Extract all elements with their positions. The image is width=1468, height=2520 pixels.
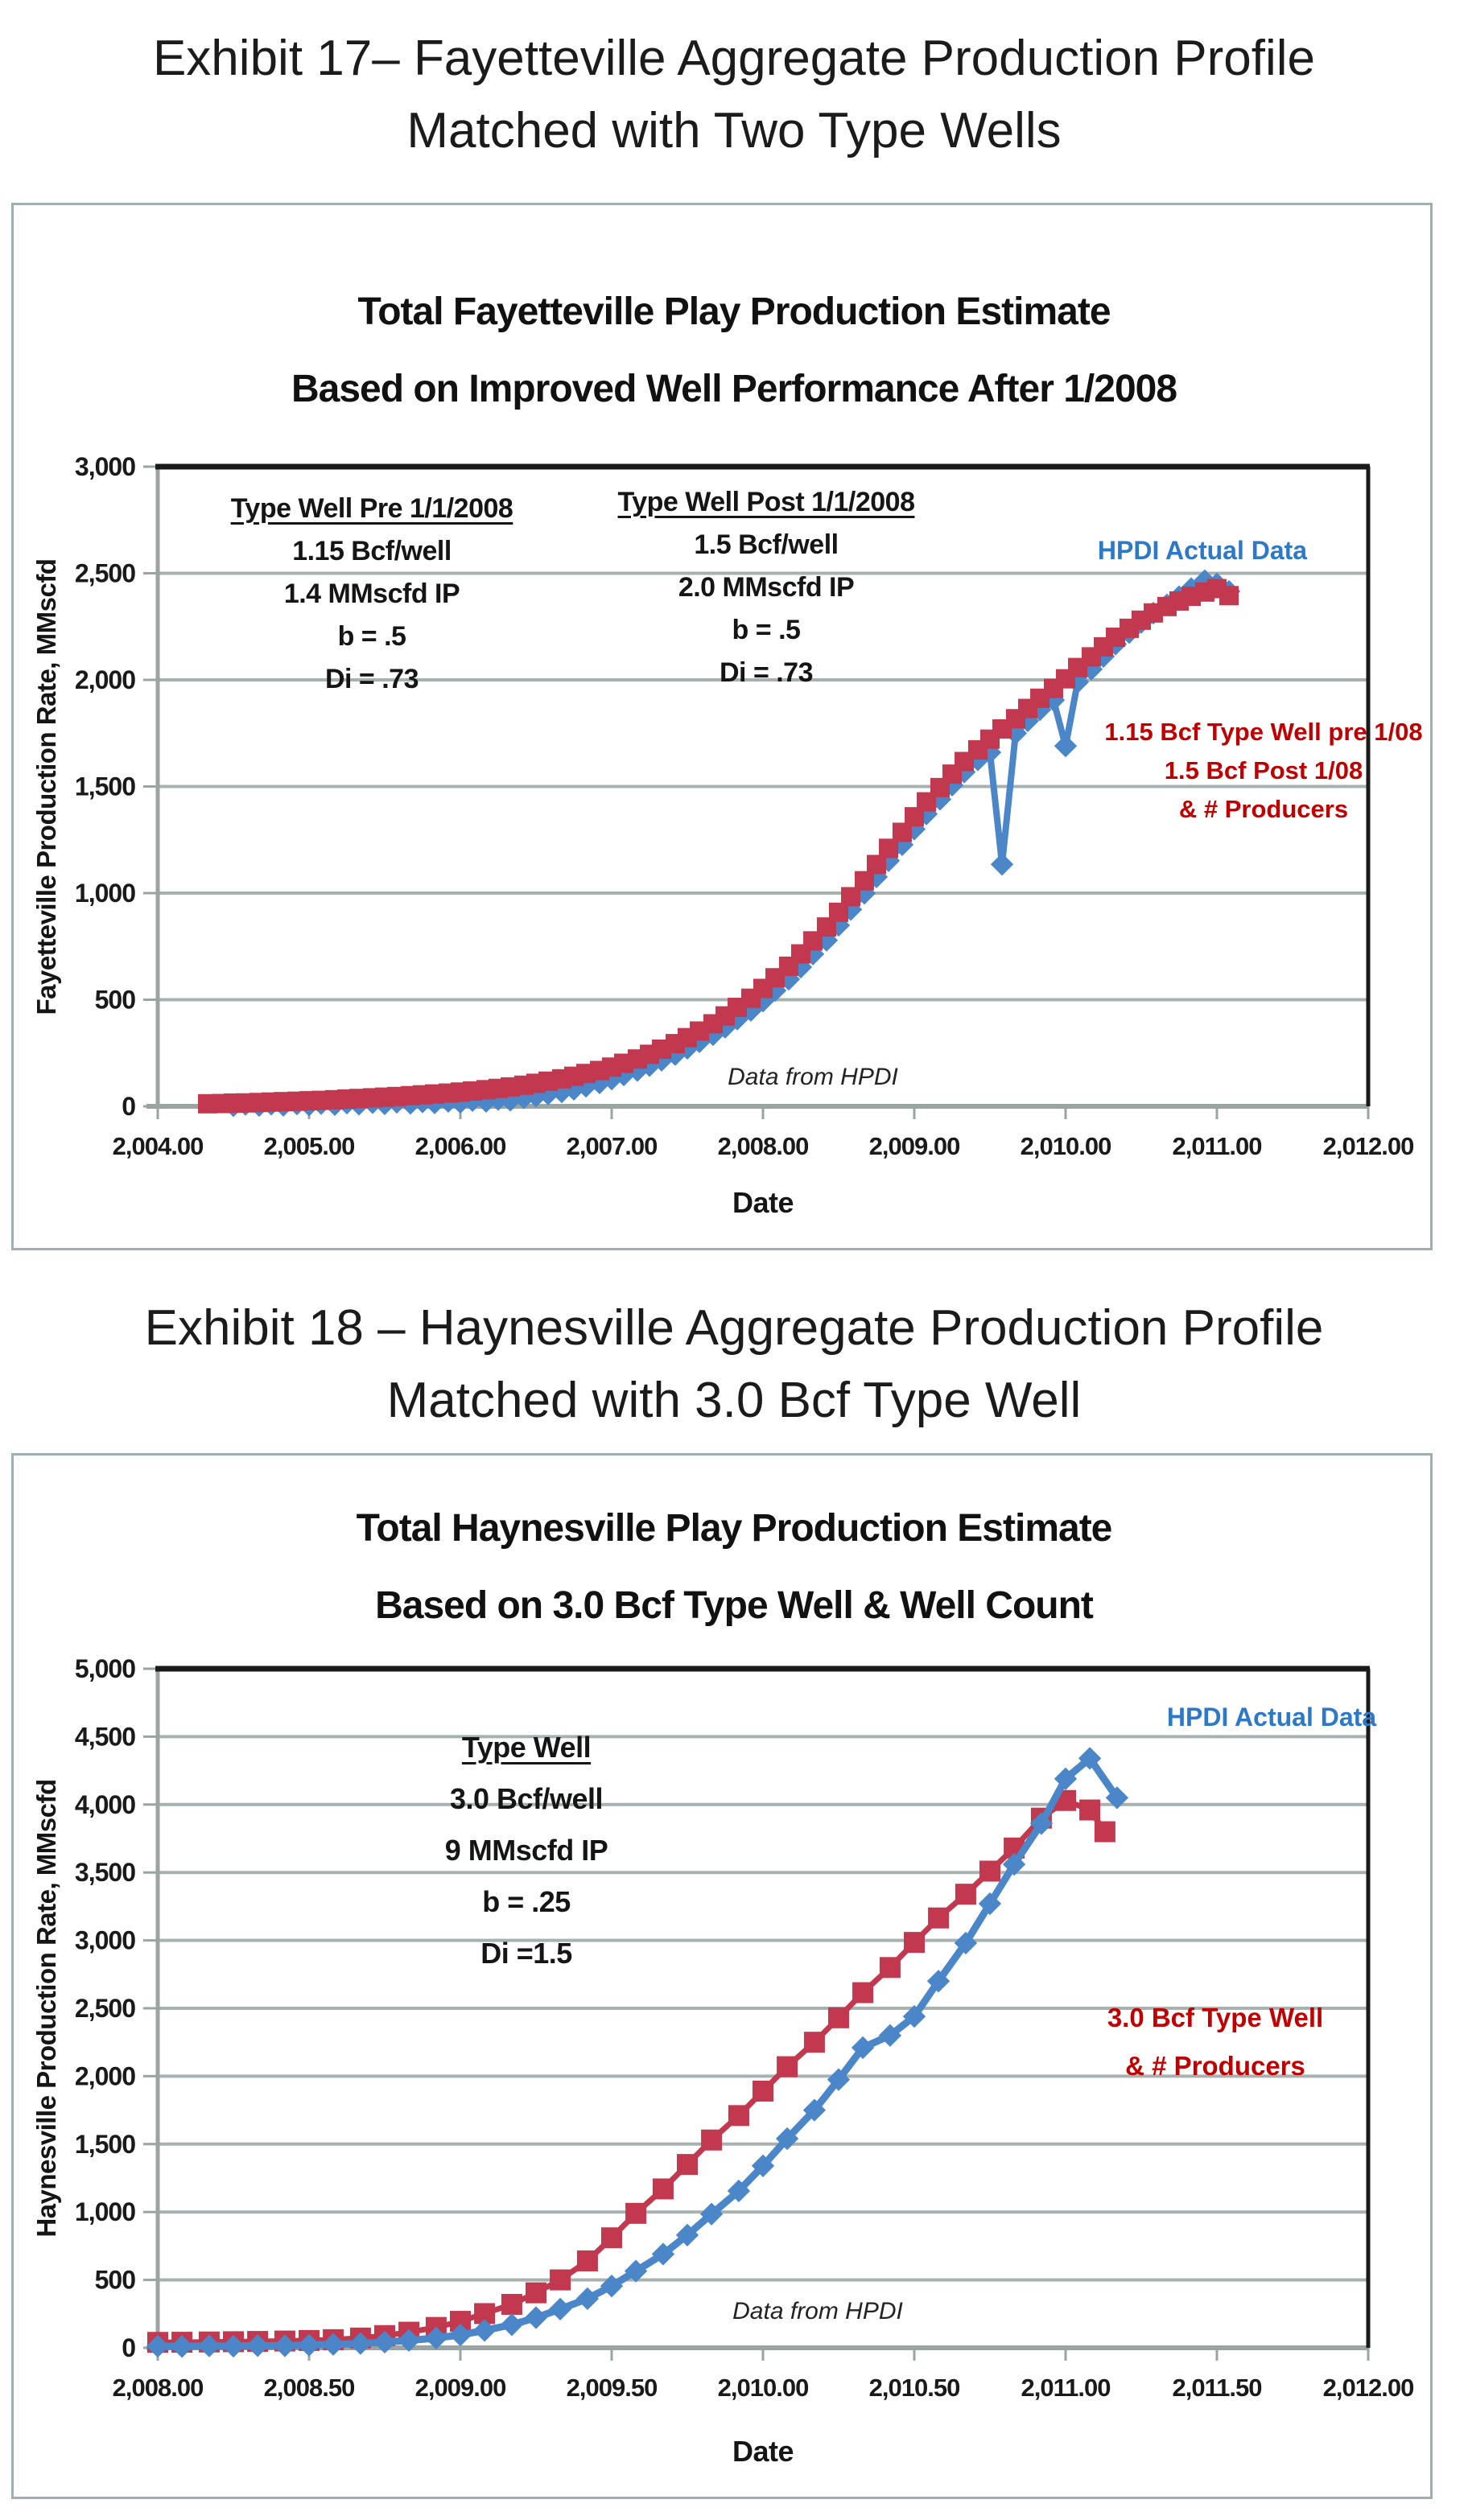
chart2-annotation-line4: Di =1.5 (480, 1937, 572, 1970)
chart1-annotation-pre-title: Type Well Pre 1/1/2008 (230, 493, 513, 524)
chart2-data-source-note: Data from HPDI (732, 2298, 903, 2324)
svg-text:2,000: 2,000 (75, 2061, 135, 2090)
exhibit17-heading-line2: Matched with Two Type Wells (406, 103, 1062, 159)
chart2-title-line2: Based on 3.0 Bcf Type Well & Well Count (375, 1584, 1094, 1627)
svg-text:2,009.00: 2,009.00 (869, 1132, 960, 1160)
chart1-model-label-line2: 1.5 Bcf Post 1/08 (1164, 756, 1363, 784)
svg-text:2,007.00: 2,007.00 (567, 1132, 658, 1160)
exhibit17-heading-line1: Exhibit 17– Fayetteville Aggregate Produ… (152, 31, 1316, 86)
chart1-annotation-post-line2: 2.0 MMscfd IP (678, 572, 855, 603)
svg-text:500: 500 (95, 986, 136, 1015)
fayetteville-chart-box (11, 203, 1433, 1250)
svg-text:2,008.00: 2,008.00 (113, 2374, 204, 2402)
svg-text:2,012.00: 2,012.00 (1323, 1132, 1414, 1160)
svg-text:500: 500 (95, 2266, 136, 2295)
chart1-actual-data-label: HPDI Actual Data (1097, 536, 1308, 565)
chart1-annotation-post-line1: 1.5 Bcf/well (694, 529, 839, 560)
svg-text:2,009.00: 2,009.00 (415, 2374, 506, 2402)
chart1-annotation-pre-line4: Di = .73 (324, 664, 419, 694)
svg-text:4,000: 4,000 (75, 1790, 135, 1819)
chart2-y-axis-title: Haynesville Production Rate, MMscfd (31, 1779, 61, 2238)
exhibit18-heading: Exhibit 18 – Haynesville Aggregate Produ… (0, 1292, 1468, 1437)
svg-text:2,006.00: 2,006.00 (415, 1132, 506, 1160)
chart2-annotation: Type Well 3.0 Bcf/well 9 MMscfd IP b = .… (445, 1722, 608, 1979)
svg-text:1,000: 1,000 (75, 879, 135, 908)
chart1-model-label-line3: & # Producers (1178, 795, 1349, 823)
chart1-annotation-post: Type Well Post 1/1/2008 1.5 Bcf/well 2.0… (618, 481, 915, 694)
chart1-annotation-pre-line3: b = .5 (337, 621, 406, 652)
svg-text:2,500: 2,500 (75, 559, 135, 588)
svg-text:2,011.00: 2,011.00 (1173, 1132, 1262, 1160)
svg-text:2,010.00: 2,010.00 (718, 2374, 809, 2402)
svg-text:2,008.50: 2,008.50 (264, 2374, 355, 2402)
svg-text:2,000: 2,000 (75, 665, 135, 694)
svg-text:3,000: 3,000 (75, 452, 135, 481)
exhibit18-heading-line1: Exhibit 18 – Haynesville Aggregate Produ… (144, 1300, 1324, 1356)
svg-text:1,000: 1,000 (75, 2197, 135, 2226)
chart2-x-axis-title: Date (732, 2435, 794, 2468)
chart1-title-line1: Total Fayetteville Play Production Estim… (357, 290, 1111, 333)
chart1-annotation-pre-line1: 1.15 Bcf/well (292, 536, 452, 566)
svg-text:2,010.00: 2,010.00 (1021, 1132, 1111, 1160)
chart1-annotation-pre: Type Well Pre 1/1/2008 1.15 Bcf/well 1.4… (231, 488, 513, 701)
chart2-annotation-line1: 3.0 Bcf/well (449, 1782, 604, 1815)
chart2-model-label-line2: & # Producers (1125, 2051, 1305, 2081)
chart1-title-line2: Based on Improved Well Performance After… (291, 368, 1177, 410)
svg-text:2,010.50: 2,010.50 (869, 2374, 960, 2402)
svg-text:3,000: 3,000 (75, 1926, 135, 1955)
svg-text:1,500: 1,500 (75, 772, 135, 801)
chart2-title: Total Haynesville Play Production Estima… (80, 1490, 1388, 1645)
svg-text:0: 0 (122, 2333, 135, 2362)
chart2-annotation-line3: b = .25 (482, 1885, 571, 1918)
svg-text:2,012.00: 2,012.00 (1323, 2374, 1414, 2402)
chart1-annotation-post-line3: b = .5 (732, 615, 801, 645)
svg-text:0: 0 (122, 1092, 135, 1121)
chart1-data-source-note: Data from HPDI (728, 1064, 898, 1090)
svg-text:4,500: 4,500 (75, 1722, 135, 1751)
svg-text:1,500: 1,500 (75, 2130, 135, 2159)
exhibit17-heading: Exhibit 17– Fayetteville Aggregate Produ… (0, 23, 1468, 167)
chart2-model-label: 3.0 Bcf Type Well & # Producers (1107, 1994, 1323, 2090)
chart1-model-label: 1.15 Bcf Type Well pre 1/08 1.5 Bcf Post… (1104, 713, 1422, 829)
chart1-model-label-line1: 1.15 Bcf Type Well pre 1/08 (1104, 718, 1423, 746)
chart1-title: Total Fayetteville Play Production Estim… (80, 274, 1388, 428)
svg-text:2,009.50: 2,009.50 (567, 2374, 658, 2402)
svg-text:2,008.00: 2,008.00 (718, 1132, 809, 1160)
svg-text:2,004.00: 2,004.00 (113, 1132, 204, 1160)
chart1-annotation-post-title: Type Well Post 1/1/2008 (617, 487, 915, 517)
chart1-annotation-post-line4: Di = .73 (719, 657, 814, 688)
chart2-annotation-line2: 9 MMscfd IP (444, 1834, 608, 1867)
haynesville-chart-box (11, 1453, 1433, 2499)
svg-text:2,011.00: 2,011.00 (1021, 2374, 1111, 2402)
svg-text:2,011.50: 2,011.50 (1173, 2374, 1262, 2402)
svg-text:5,000: 5,000 (75, 1654, 135, 1683)
svg-text:2,005.00: 2,005.00 (264, 1132, 355, 1160)
chart2-actual-data-label: HPDI Actual Data (1166, 1703, 1377, 1731)
svg-text:3,500: 3,500 (75, 1858, 135, 1887)
svg-text:2,500: 2,500 (75, 1994, 135, 2023)
exhibit18-heading-line2: Matched with 3.0 Bcf Type Well (386, 1373, 1082, 1428)
chart2-model-label-line1: 3.0 Bcf Type Well (1107, 2003, 1324, 2032)
chart2-annotation-title: Type Well (461, 1731, 592, 1764)
chart2-title-line1: Total Haynesville Play Production Estima… (356, 1507, 1113, 1550)
chart1-x-axis-title: Date (732, 1186, 794, 1219)
chart1-annotation-pre-line2: 1.4 MMscfd IP (283, 579, 460, 609)
chart1-y-axis-title: Fayetteville Production Rate, MMscfd (31, 558, 61, 1015)
